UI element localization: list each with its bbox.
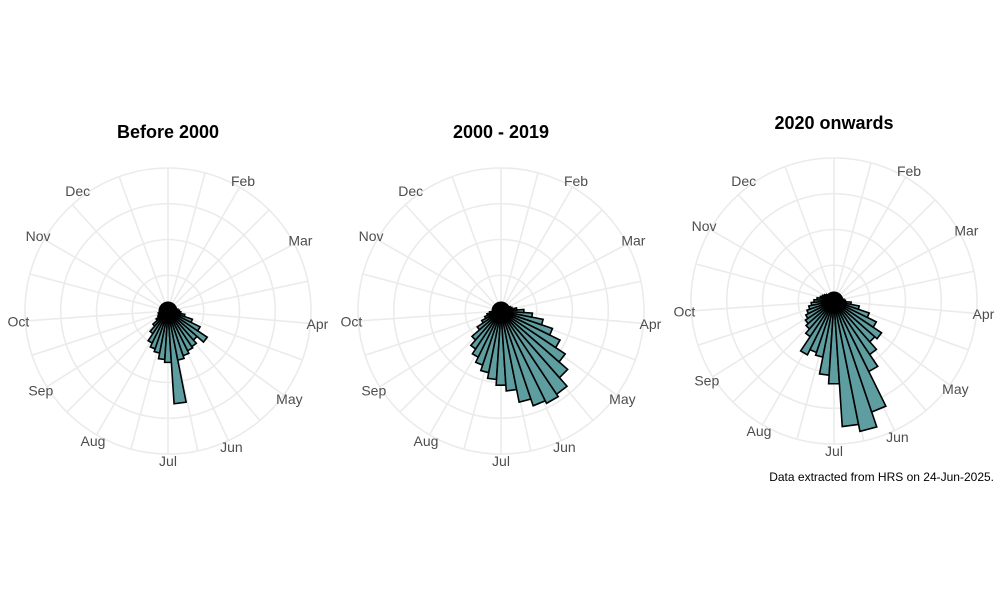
month-label-mar: Mar bbox=[954, 223, 978, 239]
grid-spoke-17 bbox=[46, 310, 169, 388]
month-label-aug: Aug bbox=[747, 423, 772, 439]
grid-spoke-21 bbox=[376, 238, 502, 312]
grid-spoke-19 bbox=[691, 300, 835, 312]
grid-spoke-22 bbox=[71, 204, 169, 312]
grid-spoke-21 bbox=[43, 238, 169, 312]
month-label-oct: Oct bbox=[674, 304, 696, 320]
month-label-feb: Feb bbox=[231, 173, 255, 189]
polar-panel-3: Dec Feb Mar Apr May Jun Jul Aug Sep Oct Nov 2020 on… bbox=[674, 113, 995, 459]
month-label-dec: Dec bbox=[65, 183, 90, 199]
month-label-jul: Jul bbox=[825, 443, 843, 459]
grid-spoke-19 bbox=[25, 310, 169, 322]
data-source-caption: Data extracted from HRS on 24-Jun-2025. bbox=[769, 470, 994, 484]
grid-spoke-2 bbox=[500, 172, 539, 312]
month-label-aug: Aug bbox=[414, 433, 439, 449]
month-label-mar: Mar bbox=[288, 233, 312, 249]
month-label-jun: Jun bbox=[220, 439, 243, 455]
grid-spoke-2 bbox=[833, 162, 872, 302]
grid-spoke-3 bbox=[500, 186, 574, 312]
month-label-nov: Nov bbox=[26, 228, 51, 244]
month-label-jul: Jul bbox=[492, 453, 510, 469]
grid-spoke-4 bbox=[833, 199, 936, 302]
grid-spoke-18 bbox=[31, 310, 169, 356]
grid-spoke-22 bbox=[737, 194, 835, 302]
grid-spoke-4 bbox=[167, 209, 270, 312]
month-label-may: May bbox=[609, 391, 635, 407]
month-label-nov: Nov bbox=[692, 218, 717, 234]
polar-panel-1: Dec Feb Mar Apr May Jun Jul Aug Sep Oct Nov Before … bbox=[8, 122, 329, 469]
bar-48 bbox=[832, 291, 836, 302]
grid-spoke-2 bbox=[167, 172, 206, 312]
month-label-jun: Jun bbox=[886, 429, 909, 445]
grid-spoke-23 bbox=[784, 166, 835, 302]
grid-spoke-6 bbox=[167, 280, 309, 312]
month-label-aug: Aug bbox=[81, 433, 106, 449]
grid-spoke-3 bbox=[833, 176, 907, 302]
month-label-apr: Apr bbox=[973, 306, 995, 322]
grid-spoke-6 bbox=[500, 280, 642, 312]
grid-spoke-5 bbox=[833, 233, 961, 302]
month-label-may: May bbox=[942, 381, 968, 397]
grid-spoke-6 bbox=[833, 270, 975, 302]
month-label-oct: Oct bbox=[341, 314, 363, 330]
grid-spoke-5 bbox=[167, 243, 295, 312]
bar-48 bbox=[499, 301, 503, 312]
month-label-apr: Apr bbox=[640, 316, 662, 332]
month-label-jun: Jun bbox=[553, 439, 576, 455]
month-label-feb: Feb bbox=[564, 173, 588, 189]
month-label-sep: Sep bbox=[28, 383, 53, 399]
grid-spoke-23 bbox=[451, 176, 502, 312]
grid-spoke-16 bbox=[66, 310, 169, 413]
month-label-sep: Sep bbox=[694, 373, 719, 389]
month-label-apr: Apr bbox=[307, 316, 329, 332]
grid-spoke-21 bbox=[709, 228, 835, 302]
grid-spoke-20 bbox=[29, 273, 169, 312]
panel-title: Before 2000 bbox=[117, 122, 219, 142]
grid-spoke-3 bbox=[167, 186, 241, 312]
month-label-mar: Mar bbox=[621, 233, 645, 249]
grid-spoke-5 bbox=[500, 243, 628, 312]
month-label-oct: Oct bbox=[8, 314, 30, 330]
grid-spoke-18 bbox=[364, 310, 502, 356]
grid-spoke-20 bbox=[362, 273, 502, 312]
month-label-dec: Dec bbox=[731, 173, 756, 189]
grid-spoke-7 bbox=[833, 300, 977, 315]
polar-panel-2: Dec Feb Mar Apr May Jun Jul Aug Sep Oct Nov 2000 - … bbox=[341, 122, 662, 469]
grid-spoke-19 bbox=[358, 310, 502, 322]
panel-title: 2020 onwards bbox=[774, 113, 893, 133]
month-label-dec: Dec bbox=[398, 183, 423, 199]
month-label-sep: Sep bbox=[361, 383, 386, 399]
bar-48 bbox=[166, 301, 170, 312]
grid-spoke-22 bbox=[404, 204, 502, 312]
panel-title: 2000 - 2019 bbox=[453, 122, 549, 142]
grid-spoke-20 bbox=[695, 263, 835, 302]
month-label-may: May bbox=[276, 391, 302, 407]
grid-spoke-23 bbox=[118, 176, 169, 312]
grid-spoke-4 bbox=[500, 209, 603, 312]
grid-spoke-7 bbox=[167, 310, 311, 325]
month-label-jul: Jul bbox=[159, 453, 177, 469]
month-label-feb: Feb bbox=[897, 163, 921, 179]
month-label-nov: Nov bbox=[359, 228, 384, 244]
